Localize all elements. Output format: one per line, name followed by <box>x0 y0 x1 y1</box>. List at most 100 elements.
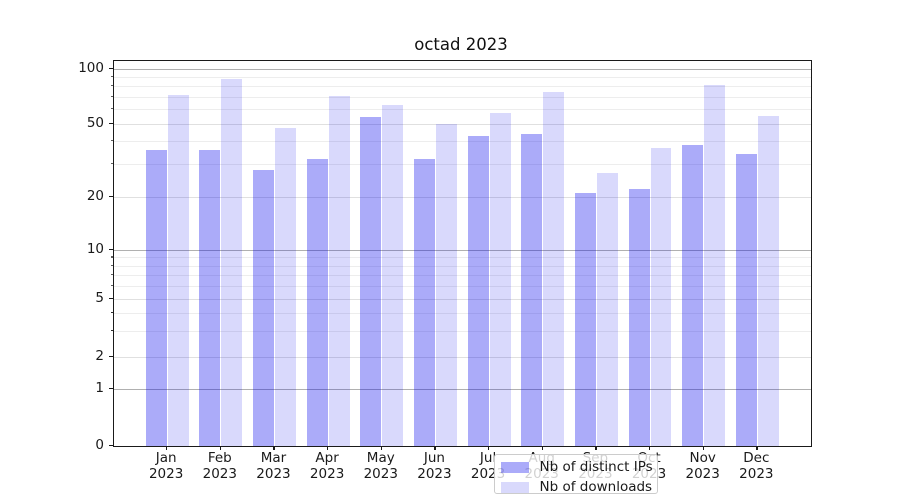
y-tick-mark <box>109 249 113 251</box>
legend: Nb of distinct IPs Nb of downloads <box>493 454 658 495</box>
chart-title: octad 2023 <box>414 35 508 54</box>
y-tick-mark <box>109 297 113 299</box>
y-minor-tick-mark <box>110 140 113 142</box>
x-tick-label: Feb 2023 <box>202 450 237 482</box>
y-minor-tick-mark <box>110 284 113 286</box>
bar-ips <box>413 159 435 446</box>
y-tick-mark <box>109 67 113 69</box>
bar-ips <box>735 154 757 446</box>
bar-ips <box>360 117 382 446</box>
gridline-minor <box>113 265 811 267</box>
x-tick-mark <box>649 446 651 450</box>
y-tick-label: 5 <box>95 289 104 306</box>
y-minor-tick-mark <box>110 273 113 276</box>
y-tick-mark <box>109 355 113 357</box>
y-minor-tick-mark <box>110 163 113 165</box>
legend-label: Nb of distinct IPs <box>539 459 653 475</box>
x-tick-mark <box>756 446 758 450</box>
x-tick-mark <box>702 446 704 450</box>
y-minor-tick-mark <box>110 95 113 97</box>
legend-label: Nb of downloads <box>539 479 653 495</box>
gridline-minor <box>113 257 811 259</box>
bar-downloads <box>489 113 511 446</box>
gridline-minor <box>113 86 811 88</box>
legend-entry: Nb of distinct IPs <box>500 459 653 475</box>
y-tick-label: 20 <box>86 187 104 204</box>
bar-downloads <box>435 123 457 446</box>
bar-ips <box>521 133 543 446</box>
x-tick-mark <box>434 446 436 450</box>
x-tick-label: Nov 2023 <box>685 450 720 482</box>
legend-entry: Nb of downloads <box>500 479 652 495</box>
gridline <box>113 356 811 358</box>
bar-ips <box>682 145 704 446</box>
y-tick-label: 10 <box>86 241 104 257</box>
bar-downloads <box>167 94 189 446</box>
gridline-minor <box>113 164 811 166</box>
y-tick-mark <box>109 122 113 124</box>
gridline-minor <box>113 274 811 276</box>
x-tick-mark <box>327 446 329 450</box>
y-tick-mark <box>109 445 113 447</box>
bar-downloads <box>543 92 565 446</box>
y-minor-tick-mark <box>110 311 113 313</box>
bar-downloads <box>221 78 243 446</box>
gridline-minor <box>113 330 811 332</box>
y-tick-label: 1 <box>95 379 104 396</box>
bar-downloads <box>704 85 726 446</box>
y-tick-label: 0 <box>95 437 104 453</box>
x-tick-mark <box>166 446 168 450</box>
bar-ips <box>467 135 489 446</box>
bar-ips <box>199 149 221 446</box>
x-tick-label: Jan 2023 <box>148 450 184 482</box>
y-tick-mark <box>109 387 113 389</box>
bar-downloads <box>650 147 672 446</box>
bar-ips <box>574 192 596 446</box>
y-minor-tick-mark <box>110 85 113 87</box>
x-tick-mark <box>541 446 543 450</box>
gridline-minor <box>113 96 811 98</box>
y-minor-tick-mark <box>110 329 113 332</box>
x-tick-mark <box>380 446 382 450</box>
x-tick-label: Dec 2023 <box>739 450 774 482</box>
x-tick-mark <box>488 446 490 450</box>
legend-swatch-downloads-icon <box>500 481 529 493</box>
bar-ips <box>145 149 167 446</box>
y-minor-tick-mark <box>110 256 113 258</box>
y-tick-label: 100 <box>78 59 104 76</box>
x-tick-mark <box>273 446 275 450</box>
gridline <box>113 123 811 125</box>
gridline-minor <box>113 76 811 78</box>
x-tick-mark <box>595 446 597 450</box>
legend-swatch-ips-icon <box>500 461 529 473</box>
bar-downloads <box>596 172 618 446</box>
x-tick-label: Jun 2023 <box>417 450 452 482</box>
y-minor-tick-mark <box>110 264 113 266</box>
plot-area: Nb of distinct IPs Nb of downloads <box>112 60 812 495</box>
x-tick-label: May 2023 <box>363 450 398 482</box>
gridline-minor <box>113 141 811 143</box>
y-minor-tick-mark <box>110 75 113 78</box>
gridline-minor <box>113 285 811 287</box>
bar-downloads <box>382 105 404 446</box>
y-tick-label: 2 <box>95 347 104 364</box>
gridline-major <box>113 68 811 70</box>
gridline <box>113 196 811 198</box>
gridline-minor <box>113 109 811 111</box>
bar-ips <box>306 159 328 446</box>
bar-ips <box>628 188 650 446</box>
bar-downloads <box>274 128 296 446</box>
bar-ips <box>253 169 274 446</box>
bar-downloads <box>757 115 779 446</box>
gridline-minor <box>113 312 811 314</box>
y-tick-mark <box>109 195 113 197</box>
y-minor-tick-mark <box>110 108 113 110</box>
gridline-major <box>113 388 811 390</box>
bar-downloads <box>328 95 350 446</box>
x-tick-label: Mar 2023 <box>256 450 291 482</box>
x-tick-mark <box>219 446 221 450</box>
y-tick-label: 50 <box>86 114 104 131</box>
gridline-major <box>113 250 811 251</box>
x-tick-label: Apr 2023 <box>309 450 345 482</box>
